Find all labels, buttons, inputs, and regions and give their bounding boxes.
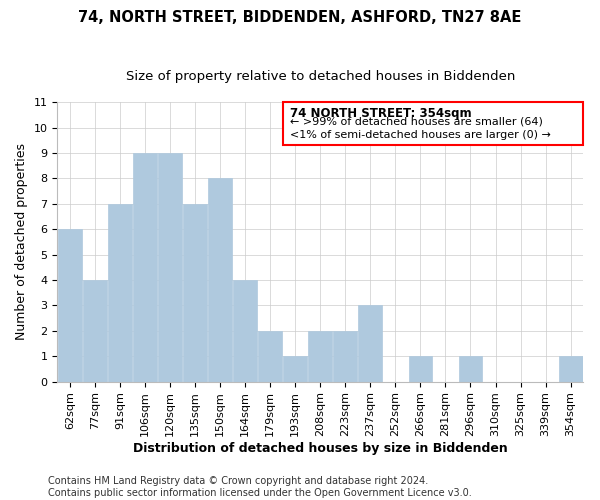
Bar [258,331,282,382]
Bar [409,356,433,382]
Bar [108,204,132,382]
Text: 74, NORTH STREET, BIDDENDEN, ASHFORD, TN27 8AE: 74, NORTH STREET, BIDDENDEN, ASHFORD, TN… [79,10,521,25]
Bar [308,331,332,382]
Bar [283,102,583,146]
Bar [358,306,382,382]
Title: Size of property relative to detached houses in Biddenden: Size of property relative to detached ho… [125,70,515,83]
Bar [158,153,182,382]
Bar [283,356,307,382]
Text: Contains HM Land Registry data © Crown copyright and database right 2024.
Contai: Contains HM Land Registry data © Crown c… [48,476,472,498]
Bar [458,356,482,382]
Bar [58,230,82,382]
Bar [334,331,357,382]
Text: ← >99% of detached houses are smaller (64): ← >99% of detached houses are smaller (6… [290,117,543,127]
Bar [559,356,583,382]
Bar [133,153,157,382]
Bar [208,178,232,382]
Bar [83,280,107,382]
Y-axis label: Number of detached properties: Number of detached properties [15,144,28,340]
Bar [183,204,207,382]
Text: 74 NORTH STREET: 354sqm: 74 NORTH STREET: 354sqm [290,107,472,120]
X-axis label: Distribution of detached houses by size in Biddenden: Distribution of detached houses by size … [133,442,508,455]
Text: <1% of semi-detached houses are larger (0) →: <1% of semi-detached houses are larger (… [290,130,551,140]
Bar [233,280,257,382]
